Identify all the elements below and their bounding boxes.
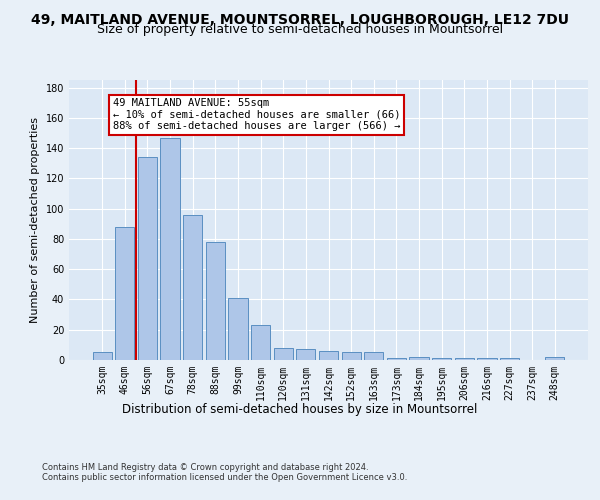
Bar <box>409 357 428 360</box>
Text: 49 MAITLAND AVENUE: 55sqm
← 10% of semi-detached houses are smaller (66)
88% of : 49 MAITLAND AVENUE: 55sqm ← 10% of semi-… <box>113 98 401 132</box>
Bar <box>115 227 134 360</box>
Bar <box>341 352 361 360</box>
Bar <box>206 242 225 360</box>
Bar <box>251 325 270 360</box>
Bar <box>432 358 451 360</box>
Bar <box>364 352 383 360</box>
Text: Distribution of semi-detached houses by size in Mountsorrel: Distribution of semi-detached houses by … <box>122 402 478 415</box>
Bar <box>319 351 338 360</box>
Bar <box>545 357 565 360</box>
Bar <box>455 358 474 360</box>
Bar <box>296 350 316 360</box>
Text: Size of property relative to semi-detached houses in Mountsorrel: Size of property relative to semi-detach… <box>97 22 503 36</box>
Bar <box>229 298 248 360</box>
Bar <box>160 138 180 360</box>
Text: Contains public sector information licensed under the Open Government Licence v3: Contains public sector information licen… <box>42 472 407 482</box>
Bar <box>500 358 519 360</box>
Bar <box>477 358 497 360</box>
Bar <box>183 214 202 360</box>
Bar <box>138 157 157 360</box>
Bar <box>92 352 112 360</box>
Bar <box>387 358 406 360</box>
Bar <box>274 348 293 360</box>
Y-axis label: Number of semi-detached properties: Number of semi-detached properties <box>30 117 40 323</box>
Text: Contains HM Land Registry data © Crown copyright and database right 2024.: Contains HM Land Registry data © Crown c… <box>42 462 368 471</box>
Text: 49, MAITLAND AVENUE, MOUNTSORREL, LOUGHBOROUGH, LE12 7DU: 49, MAITLAND AVENUE, MOUNTSORREL, LOUGHB… <box>31 12 569 26</box>
